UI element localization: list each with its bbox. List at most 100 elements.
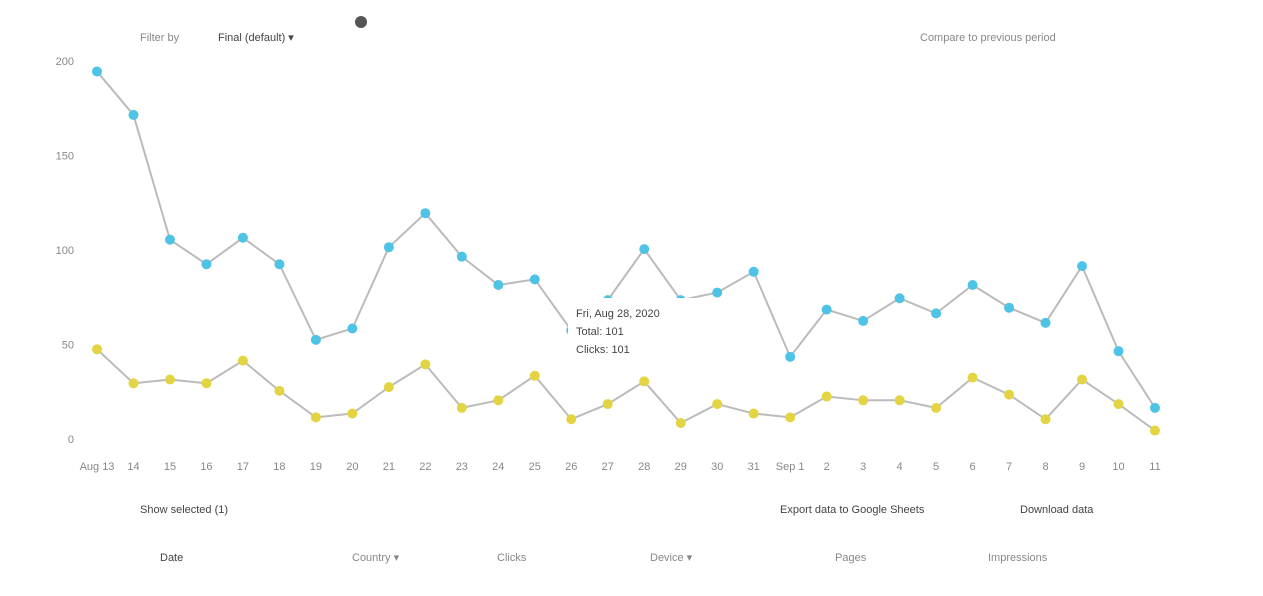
x-tick-label: 10	[1112, 461, 1124, 473]
point	[274, 385, 285, 396]
point	[92, 344, 102, 355]
point	[493, 395, 504, 406]
x-tick-label: 15	[164, 461, 176, 473]
x-tick-label: 22	[419, 461, 431, 473]
point	[456, 251, 467, 262]
point	[967, 280, 978, 291]
compare-link[interactable]: Compare to previous period	[920, 32, 1056, 44]
x-tick-label: 21	[383, 461, 395, 473]
point	[639, 376, 650, 387]
point	[1077, 374, 1088, 385]
point	[237, 355, 248, 366]
point	[347, 323, 358, 334]
x-tick-label: 20	[346, 461, 358, 473]
x-tick-label: 26	[565, 461, 577, 473]
point	[1150, 402, 1160, 413]
point	[92, 66, 102, 77]
show-selected[interactable]: Show selected (1)	[140, 504, 228, 516]
point	[602, 399, 613, 410]
tab[interactable]: Pages	[835, 552, 867, 564]
point	[456, 402, 467, 413]
point	[785, 412, 796, 423]
x-tick-label: 8	[1042, 461, 1048, 473]
x-tick-label: 29	[675, 461, 687, 473]
tab[interactable]: Device ▾	[650, 552, 693, 564]
point	[347, 408, 358, 419]
point	[201, 259, 212, 270]
point	[1004, 302, 1015, 313]
x-tick-label: 5	[933, 461, 939, 473]
x-tick-label: 16	[200, 461, 212, 473]
y-tick-label: 200	[56, 56, 74, 68]
point	[164, 374, 175, 385]
mode-dropdown[interactable]: Final (default) ▾	[218, 32, 294, 44]
export-link[interactable]: Export data to Google Sheets	[780, 504, 925, 516]
x-tick-label: 23	[456, 461, 468, 473]
tooltip-line: Fri, Aug 28, 2020	[576, 308, 660, 320]
point	[237, 232, 248, 243]
point	[748, 266, 759, 277]
x-tick-label: 2	[824, 461, 830, 473]
point	[858, 395, 869, 406]
point	[1040, 317, 1051, 328]
x-tick-label: 6	[970, 461, 976, 473]
y-tick-label: 150	[56, 150, 74, 162]
tab[interactable]: Clicks	[497, 552, 527, 564]
point	[1040, 414, 1051, 425]
point	[748, 408, 759, 419]
point	[858, 315, 869, 326]
x-tick-label: 18	[273, 461, 285, 473]
tab[interactable]: Impressions	[988, 552, 1048, 564]
point	[931, 402, 942, 413]
x-tick-label: 14	[127, 461, 139, 473]
x-tick-label: 28	[638, 461, 650, 473]
point	[894, 293, 905, 304]
x-tick-label: 24	[492, 461, 504, 473]
tooltip-box	[568, 298, 698, 360]
x-tick-label: 31	[748, 461, 760, 473]
point	[128, 378, 139, 389]
tooltip: Fri, Aug 28, 2020 Total: 101 Clicks: 101	[568, 298, 698, 360]
point	[785, 351, 796, 362]
series-line	[96, 70, 1156, 409]
point	[529, 370, 540, 381]
tab[interactable]: Country ▾	[352, 552, 400, 564]
download-link[interactable]: Download data	[1020, 504, 1094, 516]
point	[420, 208, 431, 219]
y-tick-label: 50	[62, 339, 74, 351]
point	[821, 391, 832, 402]
point	[1077, 261, 1088, 272]
point	[639, 244, 650, 255]
x-tick-label: 25	[529, 461, 541, 473]
y-tick-label: 100	[56, 245, 74, 257]
filter-label[interactable]: Filter by	[140, 32, 180, 44]
x-tick-label: 19	[310, 461, 322, 473]
series-line	[96, 348, 1156, 432]
point	[1004, 389, 1015, 400]
tooltip-line: Total: 101	[576, 326, 624, 338]
x-tick-label: 30	[711, 461, 723, 473]
point	[821, 304, 832, 315]
point	[894, 395, 905, 406]
point	[1113, 399, 1124, 410]
point	[310, 412, 321, 423]
tab[interactable]: Date	[160, 552, 183, 564]
point	[529, 274, 540, 285]
point	[566, 414, 577, 425]
point	[310, 334, 321, 345]
icon[interactable]	[355, 16, 367, 28]
point	[675, 417, 686, 428]
x-tick-label: 4	[897, 461, 903, 473]
x-tick-label: 7	[1006, 461, 1012, 473]
point	[383, 382, 394, 393]
y-tick-label: 0	[68, 434, 74, 446]
point	[493, 280, 504, 291]
point	[712, 287, 723, 298]
x-tick-label: 3	[860, 461, 866, 473]
tooltip-line: Clicks: 101	[576, 344, 630, 356]
point	[712, 399, 723, 410]
x-tick-label: Sep 1	[776, 461, 805, 473]
x-tick-label: 27	[602, 461, 614, 473]
point	[420, 359, 431, 370]
